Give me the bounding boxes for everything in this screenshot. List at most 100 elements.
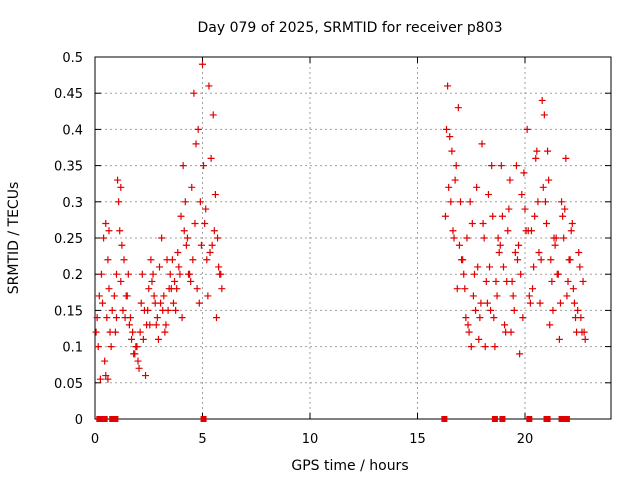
data-point — [188, 183, 196, 191]
data-point — [160, 292, 168, 300]
data-point — [492, 277, 500, 285]
x-tick-label: 0 — [91, 432, 99, 447]
data-point — [117, 183, 125, 191]
data-point — [163, 256, 171, 264]
data-point — [493, 292, 501, 300]
data-point — [543, 220, 550, 228]
data-point — [467, 343, 475, 351]
data-point — [494, 234, 502, 242]
data-point — [138, 270, 146, 278]
data-point — [169, 299, 177, 307]
chart-title: Day 079 of 2025, SRMTID for receiver p80… — [197, 20, 502, 36]
data-point — [487, 306, 495, 314]
data-point — [506, 176, 514, 184]
data-point — [156, 263, 163, 271]
data-point — [196, 198, 204, 206]
data-point — [476, 314, 484, 322]
data-point — [511, 248, 519, 256]
data-point — [153, 314, 161, 322]
data-point — [507, 328, 515, 336]
data-point — [204, 292, 212, 300]
data-point — [453, 285, 461, 293]
data-point — [517, 270, 525, 278]
zero-value-marker — [200, 416, 207, 422]
data-point — [512, 162, 520, 170]
y-tick-label: 0.45 — [54, 87, 83, 102]
data-point — [104, 375, 112, 383]
data-point — [105, 227, 113, 235]
data-point — [523, 125, 531, 133]
data-point — [461, 285, 469, 293]
data-point — [541, 198, 549, 206]
x-axis-label: GPS time / hours — [291, 458, 408, 474]
data-point — [497, 162, 505, 170]
x-tick-label: 20 — [517, 432, 534, 447]
data-point — [209, 111, 217, 119]
data-point — [175, 263, 183, 271]
data-point — [174, 248, 182, 256]
data-point — [110, 292, 118, 300]
data-point — [193, 285, 201, 293]
data-point — [458, 256, 466, 264]
data-point — [102, 372, 110, 380]
data-point — [479, 220, 487, 228]
data-point — [495, 248, 503, 256]
data-point — [95, 292, 103, 300]
data-point — [460, 270, 468, 278]
data-point — [448, 147, 456, 155]
data-point — [530, 263, 538, 271]
data-point — [534, 198, 542, 206]
data-point — [185, 270, 193, 278]
data-point — [194, 125, 202, 133]
data-point — [475, 335, 483, 343]
data-point — [489, 212, 497, 220]
data-point — [452, 162, 460, 170]
data-point — [575, 248, 583, 256]
data-point — [469, 292, 477, 300]
data-point — [498, 212, 506, 220]
data-point — [468, 220, 476, 228]
axis-ticks: 0 0.05 0.1 0.15 0.2 0.25 0.3 0.35 0.4 0.45 0.5 0 5 10… — [54, 51, 611, 447]
data-point — [546, 321, 554, 329]
data-point — [191, 220, 199, 228]
data-point — [503, 277, 511, 285]
x-tick-label: 5 — [198, 432, 206, 447]
data-point — [179, 162, 187, 170]
data-point — [97, 270, 105, 278]
data-point — [187, 277, 195, 285]
data-point — [472, 306, 480, 314]
data-point — [146, 321, 154, 329]
data-point — [212, 314, 220, 322]
data-point — [519, 314, 527, 322]
data-point — [548, 277, 556, 285]
data-point — [103, 314, 111, 322]
zero-value-marker — [526, 416, 533, 422]
data-point — [183, 234, 191, 242]
data-point — [139, 335, 147, 343]
data-point — [569, 285, 577, 293]
x-tick-label: 10 — [302, 432, 319, 447]
y-tick-label: 0.4 — [62, 123, 83, 138]
data-point — [478, 140, 486, 148]
data-point — [562, 154, 570, 162]
data-point — [474, 263, 482, 271]
data-point — [128, 335, 136, 343]
data-point — [522, 227, 530, 235]
data-point — [135, 364, 143, 372]
zero-value-marker — [96, 416, 103, 422]
data-point — [178, 314, 186, 322]
data-point — [119, 306, 127, 314]
data-point — [150, 292, 158, 300]
data-points — [92, 60, 589, 422]
data-point — [505, 205, 513, 213]
data-point — [572, 314, 580, 322]
data-point — [217, 270, 225, 278]
data-point — [464, 321, 472, 329]
data-point — [154, 335, 162, 343]
data-point — [176, 270, 184, 278]
data-point — [484, 191, 492, 199]
data-point — [481, 343, 489, 351]
data-point — [157, 299, 165, 307]
data-point — [535, 248, 543, 256]
zero-value-marker — [560, 416, 567, 422]
